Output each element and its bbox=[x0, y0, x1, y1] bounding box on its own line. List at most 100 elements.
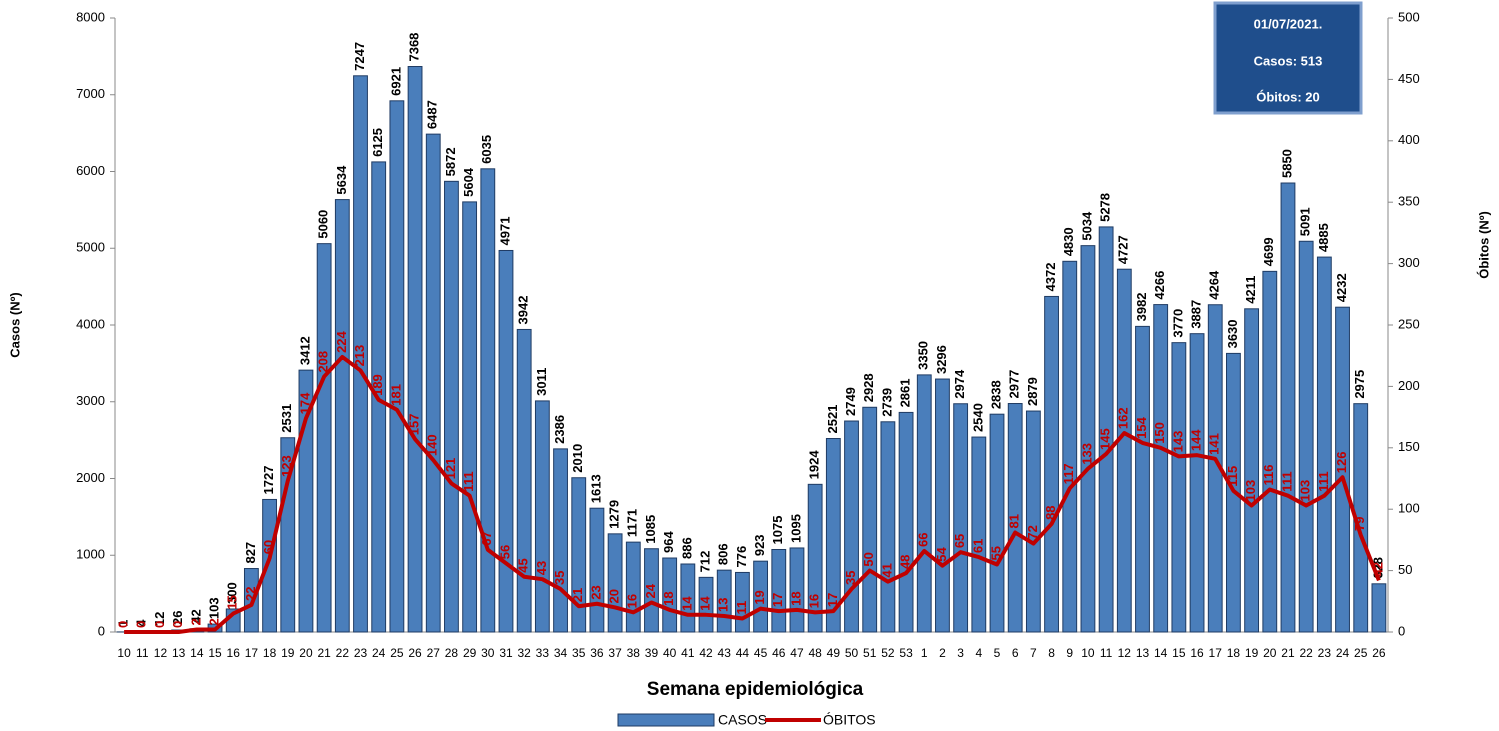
bar-value-label: 2386 bbox=[552, 415, 567, 444]
y2-axis-title: Óbitos (Nº) bbox=[1476, 211, 1491, 279]
bar-value-label: 2879 bbox=[1025, 377, 1040, 406]
bar bbox=[1080, 245, 1096, 633]
y2-tick-label: 100 bbox=[1398, 501, 1420, 516]
bar bbox=[880, 421, 896, 633]
line-value-label: 17 bbox=[825, 593, 840, 607]
line-value-label: 133 bbox=[1079, 443, 1094, 465]
bar-value-label: 806 bbox=[716, 543, 731, 565]
bar-value-label: 2838 bbox=[988, 380, 1003, 409]
annotation: Casos: 513 bbox=[1254, 53, 1323, 68]
x-tick-label: 11 bbox=[136, 646, 149, 660]
line-value-label: 42 bbox=[1370, 562, 1385, 576]
x-tick-label: 28 bbox=[445, 646, 459, 660]
x-tick-label: 7 bbox=[1030, 646, 1037, 660]
bar-value-label: 4211 bbox=[1243, 276, 1258, 304]
line-value-label: 15 bbox=[225, 595, 240, 609]
x-tick-label: 26 bbox=[408, 646, 422, 660]
y-tick-label: 6000 bbox=[76, 163, 105, 178]
x-tick-label: 5 bbox=[994, 646, 1001, 660]
bar bbox=[425, 133, 441, 633]
line-value-label: 141 bbox=[1207, 433, 1222, 455]
line-value-label: 11 bbox=[734, 601, 749, 615]
x-tick-label: 2 bbox=[939, 646, 946, 660]
x-tick-label: 19 bbox=[281, 646, 295, 660]
line-value-label: 116 bbox=[1261, 465, 1276, 486]
x-tick-label: 53 bbox=[899, 646, 913, 660]
bar-value-label: 1924 bbox=[807, 450, 822, 480]
bar bbox=[1116, 268, 1132, 633]
x-tick-label: 25 bbox=[390, 646, 404, 660]
x-tick-label: 44 bbox=[736, 646, 750, 660]
line-value-label: 121 bbox=[443, 458, 458, 480]
x-tick-label: 16 bbox=[1190, 646, 1204, 660]
line-value-label: 20 bbox=[607, 589, 622, 603]
line-value-label: 14 bbox=[697, 596, 712, 611]
line-value-label: 157 bbox=[407, 414, 422, 436]
x-tick-label: 13 bbox=[1136, 646, 1150, 660]
bar-value-label: 300 bbox=[225, 582, 240, 604]
bar-value-label: 5034 bbox=[1079, 211, 1094, 241]
x-tick-label: 23 bbox=[1318, 646, 1332, 660]
x-tick-label: 38 bbox=[627, 646, 641, 660]
x-tick-label: 39 bbox=[645, 646, 659, 660]
bar bbox=[662, 557, 678, 633]
bar bbox=[516, 328, 532, 633]
x-tick-label: 41 bbox=[681, 646, 695, 660]
legend-label: ÓBITOS bbox=[823, 712, 876, 728]
bar-value-label: 964 bbox=[661, 531, 676, 553]
line-value-label: 14 bbox=[679, 596, 694, 611]
bar bbox=[334, 199, 350, 633]
bar bbox=[1371, 583, 1387, 633]
x-tick-label: 3 bbox=[957, 646, 964, 660]
bar bbox=[898, 411, 914, 633]
line-value-label: 154 bbox=[1134, 416, 1149, 438]
bar-value-label: 26 bbox=[170, 611, 185, 625]
bar bbox=[553, 448, 568, 633]
bar-value-label: 5091 bbox=[1298, 207, 1313, 236]
y2-tick-label: 500 bbox=[1398, 9, 1420, 24]
x-tick-label: 21 bbox=[1281, 646, 1295, 660]
bar bbox=[789, 547, 805, 633]
bar bbox=[589, 507, 605, 633]
bar-value-label: 6921 bbox=[388, 67, 403, 96]
line-value-label: 126 bbox=[1334, 452, 1349, 474]
line-value-label: 150 bbox=[1152, 422, 1167, 444]
line-value-label: 2 bbox=[188, 618, 203, 625]
bar bbox=[607, 533, 623, 633]
line-value-label: 81 bbox=[1007, 514, 1022, 528]
line-value-label: 174 bbox=[297, 392, 312, 414]
line-value-label: 115 bbox=[1225, 466, 1240, 487]
x-tick-label: 24 bbox=[372, 646, 386, 660]
bar bbox=[1062, 260, 1078, 633]
bar bbox=[807, 483, 823, 633]
y-tick-label: 5000 bbox=[76, 240, 105, 255]
x-tick-label: 20 bbox=[299, 646, 313, 660]
line-value-label: 61 bbox=[970, 539, 985, 553]
x-tick-label: 27 bbox=[427, 646, 441, 660]
y2-tick-label: 400 bbox=[1398, 132, 1420, 147]
x-tick-label: 11 bbox=[1100, 646, 1113, 660]
bar bbox=[1316, 256, 1332, 633]
bar bbox=[862, 406, 878, 633]
x-tick-label: 14 bbox=[1154, 646, 1168, 660]
line-value-label: 41 bbox=[879, 563, 894, 577]
line-value-label: 162 bbox=[1116, 407, 1131, 429]
line-value-label: 45 bbox=[516, 558, 531, 572]
line-value-label: 0 bbox=[134, 621, 149, 628]
line-value-label: 2 bbox=[206, 618, 221, 625]
x-tick-label: 31 bbox=[499, 646, 513, 660]
x-tick-label: 6 bbox=[1012, 646, 1019, 660]
bar-value-label: 5604 bbox=[461, 167, 476, 197]
line-value-label: 24 bbox=[643, 583, 658, 598]
x-tick-label: 17 bbox=[1209, 646, 1223, 660]
bar bbox=[771, 548, 787, 633]
line-value-label: 21 bbox=[570, 588, 585, 602]
bar-value-label: 2521 bbox=[825, 405, 840, 434]
x-tick-label: 19 bbox=[1245, 646, 1259, 660]
bar-value-label: 3412 bbox=[297, 336, 312, 365]
bar bbox=[935, 378, 950, 633]
bar-value-label: 3350 bbox=[916, 341, 931, 370]
bar bbox=[1262, 270, 1278, 633]
bar-value-label: 2749 bbox=[843, 387, 858, 416]
